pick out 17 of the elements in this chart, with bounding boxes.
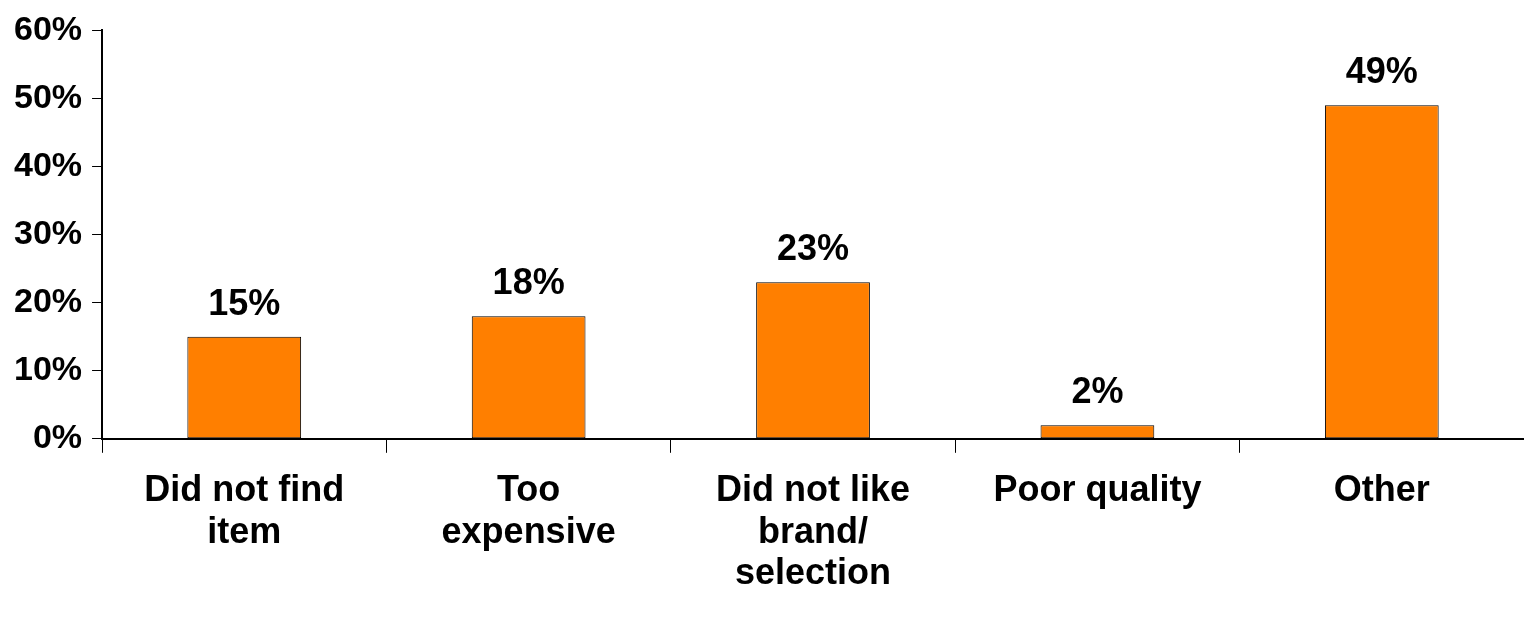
- data-label: 15%: [208, 281, 281, 323]
- y-tick-label: 10%: [13, 349, 83, 388]
- x-tick-label: Too expensive: [441, 468, 616, 551]
- x-tick-label: Did not like brand/ selection: [716, 468, 911, 593]
- data-label: 2%: [1071, 370, 1124, 412]
- data-label: 49%: [1345, 50, 1418, 92]
- y-tick-label: 60%: [13, 8, 83, 47]
- y-tick-label: 30%: [13, 212, 83, 251]
- x-tick-label: Poor quality: [993, 468, 1202, 510]
- y-tick-label: 40%: [13, 144, 83, 183]
- y-tick-label: 0%: [32, 417, 83, 456]
- data-label: 18%: [492, 261, 565, 303]
- x-tick-label: Did not find item: [144, 468, 345, 551]
- y-tick-label: 20%: [13, 281, 83, 320]
- x-tick-label: Other: [1333, 468, 1430, 510]
- y-tick-label: 50%: [13, 76, 83, 115]
- data-label: 23%: [776, 227, 850, 269]
